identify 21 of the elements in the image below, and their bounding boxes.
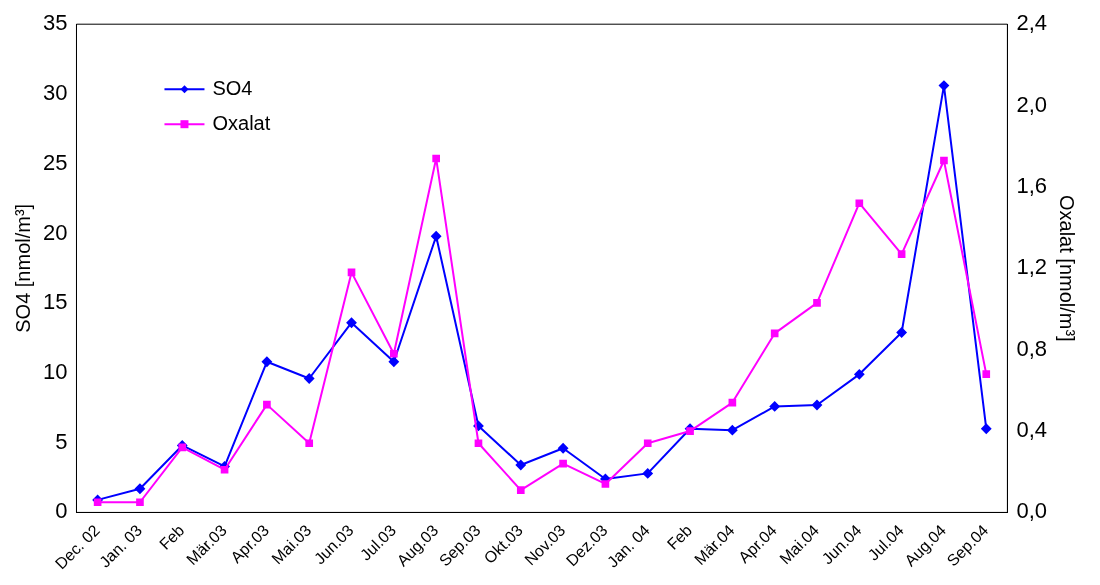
y2-axis-title: Oxalat [nmol/m³] bbox=[1056, 194, 1079, 342]
y2-tick-label: 2,4 bbox=[1016, 10, 1048, 36]
y-tick-label: 35 bbox=[42, 10, 68, 36]
legend-label: Oxalat bbox=[212, 111, 271, 134]
y2-tick-label: 0,0 bbox=[1016, 498, 1048, 524]
x-tick-label: Feb bbox=[663, 521, 696, 553]
y2-tick-label: 1,2 bbox=[1016, 254, 1048, 280]
y-tick-label: 25 bbox=[42, 149, 68, 175]
y-tick-label: 20 bbox=[42, 219, 68, 245]
y2-tick-label: 0,8 bbox=[1016, 335, 1048, 361]
y-tick-label: 15 bbox=[42, 289, 68, 315]
y-tick-label: 0 bbox=[55, 498, 68, 524]
y-tick-label: 10 bbox=[42, 359, 68, 384]
x-tick-label: Feb bbox=[155, 521, 188, 553]
y-axis-title: SO4 [nmol/m³] bbox=[11, 203, 34, 333]
y-tick-label: 30 bbox=[42, 80, 68, 106]
y2-tick-label: 2,0 bbox=[1016, 91, 1048, 117]
y2-tick-label: 1,6 bbox=[1016, 173, 1048, 199]
legend-label: SO4 bbox=[212, 76, 253, 99]
y2-tick-label: 0,4 bbox=[1016, 417, 1048, 443]
y-tick-label: 5 bbox=[55, 428, 68, 454]
